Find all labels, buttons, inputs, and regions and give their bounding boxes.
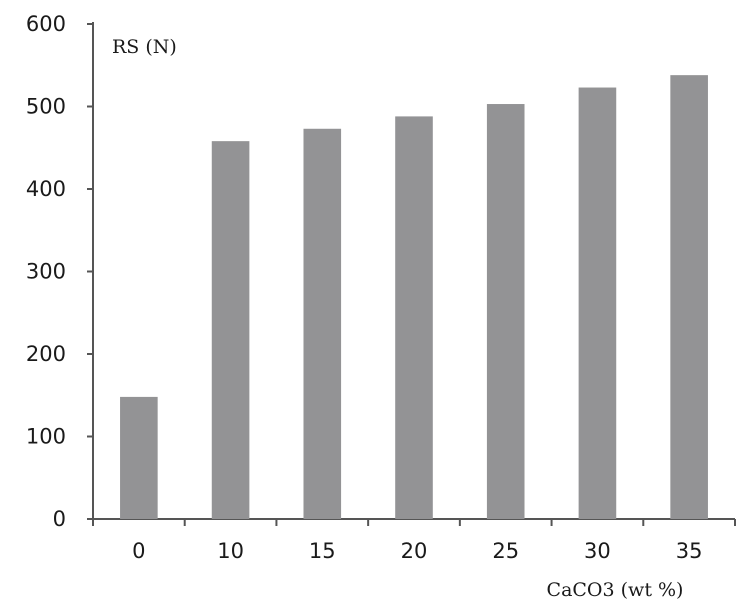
y-axis-title: RS (N): [112, 36, 177, 58]
bar-series: [120, 75, 708, 520]
x-tick-label: 20: [401, 539, 428, 563]
x-tick-label: 15: [309, 539, 336, 563]
y-tick-label: 300: [26, 260, 66, 284]
x-tick-label: 0: [132, 539, 145, 563]
bar-25: [486, 104, 525, 520]
y-tick-label: 200: [26, 342, 66, 366]
y-tick-label: 500: [26, 95, 66, 119]
bar-0: [120, 396, 158, 519]
x-tick-label: 25: [492, 539, 519, 563]
x-axis-title: CaCO3 (wt %): [547, 579, 684, 601]
y-tick-label: 0: [53, 507, 66, 531]
x-axis: 0 10 15 20 25 30 35: [92, 518, 736, 563]
y-tick-label: 100: [26, 425, 66, 449]
bar-20: [395, 116, 433, 520]
bar-15: [303, 128, 342, 519]
bar-30: [578, 87, 617, 520]
y-tick-label: 400: [26, 177, 66, 201]
bar-35: [670, 75, 708, 520]
x-tick-label: 10: [217, 539, 244, 563]
y-tick-label: 600: [26, 12, 66, 36]
x-tick-label: 30: [584, 539, 611, 563]
x-tick-label: 35: [676, 539, 703, 563]
bar-10: [211, 141, 250, 519]
y-axis: 0 100 200 300 400 500 600: [26, 12, 94, 531]
